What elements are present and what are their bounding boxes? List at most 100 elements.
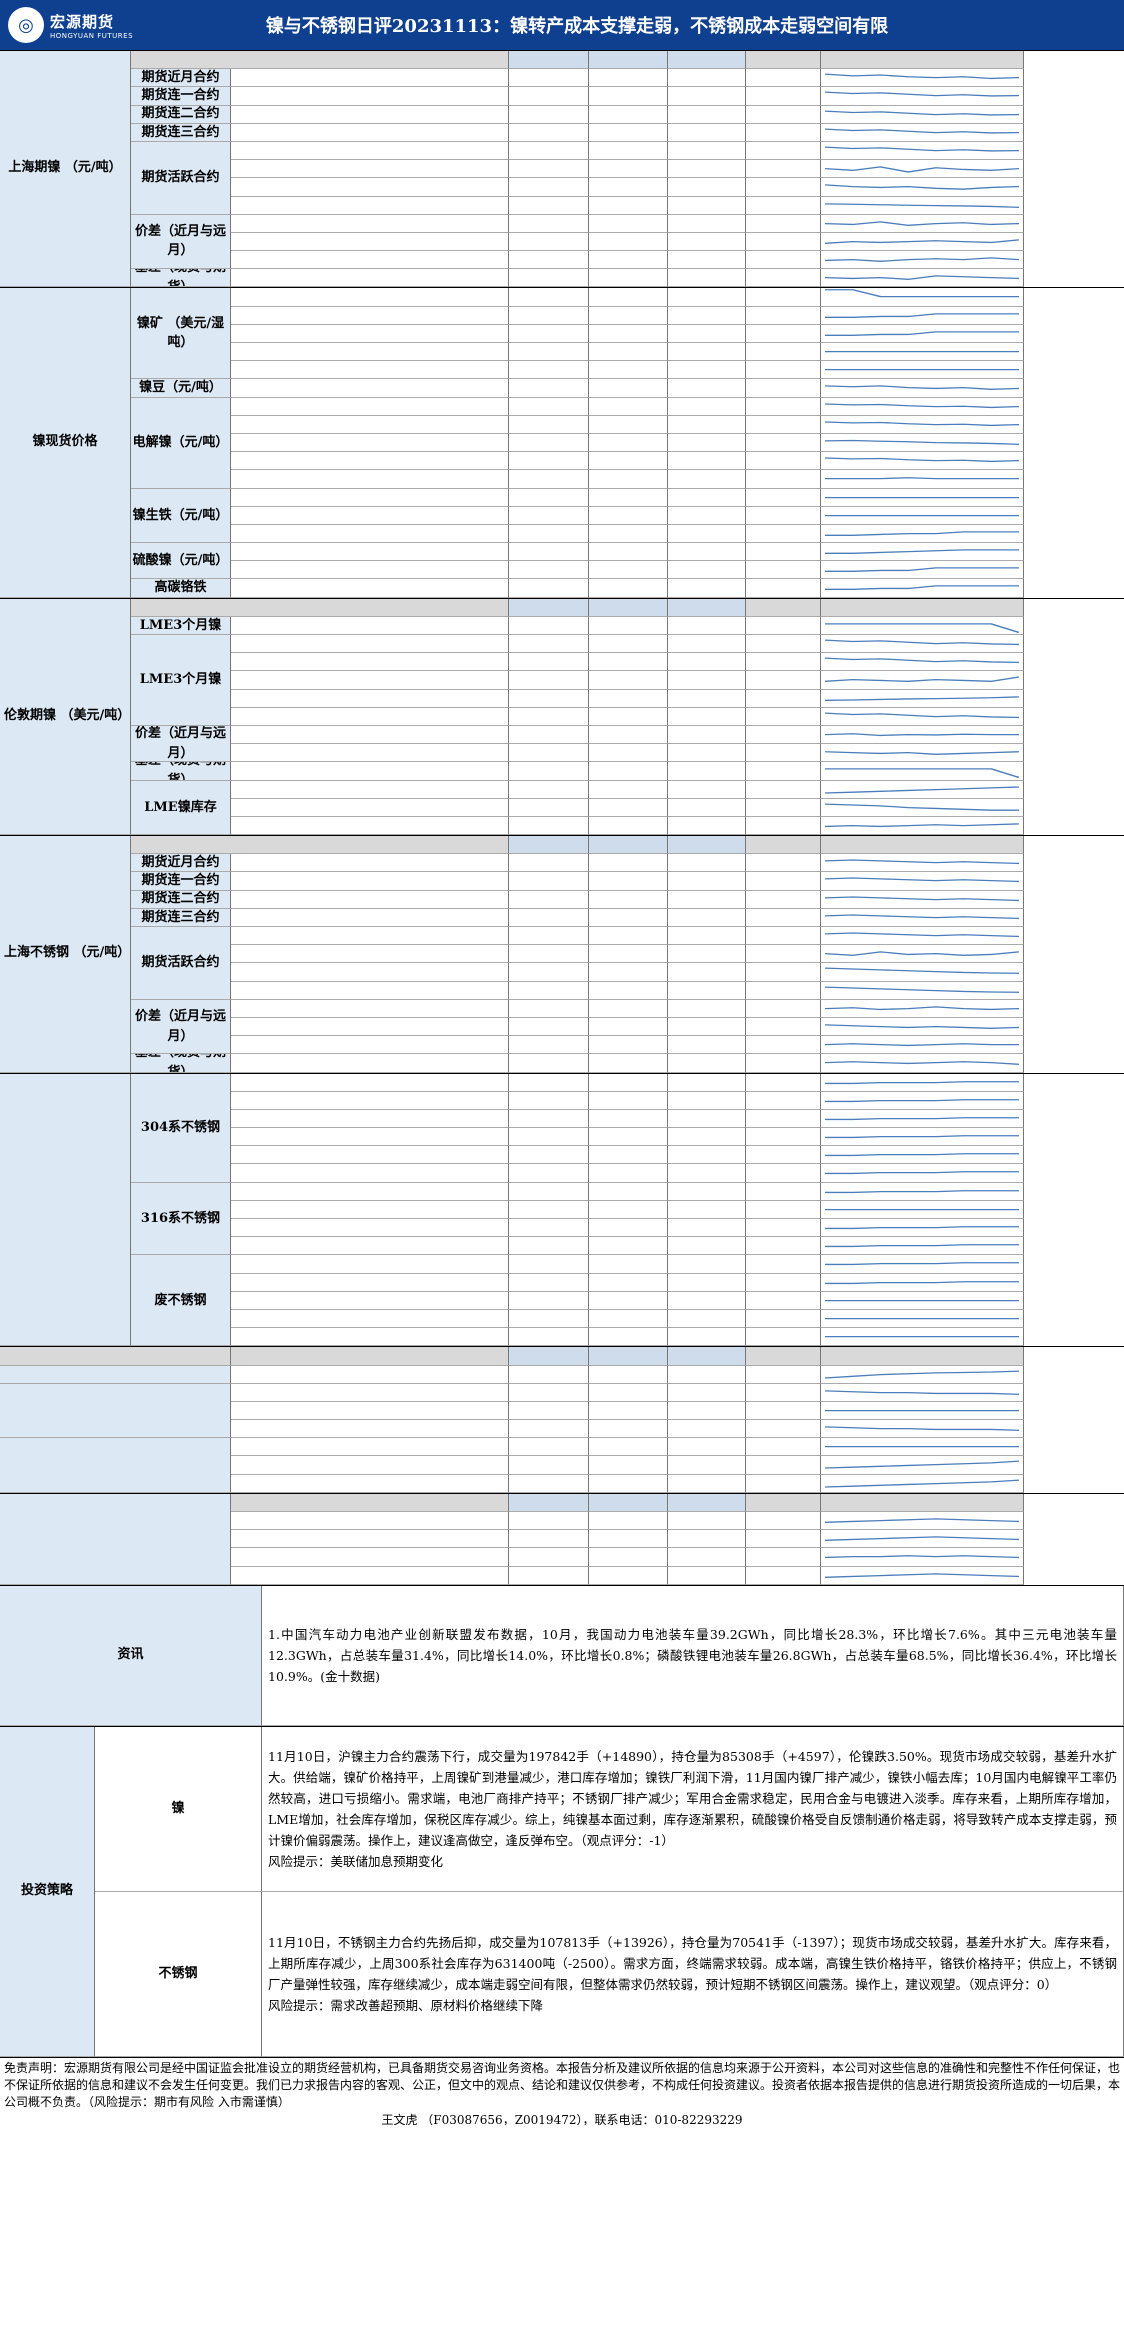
sub-label: 期货连二合约 bbox=[131, 890, 231, 909]
trend-sparkline bbox=[821, 1091, 1024, 1110]
trend-sparkline bbox=[821, 744, 1024, 763]
value-cell bbox=[509, 908, 589, 927]
sparkline-line bbox=[825, 1244, 1019, 1248]
value-cell bbox=[589, 1036, 668, 1055]
row-label bbox=[231, 945, 509, 964]
value-cell bbox=[589, 1383, 668, 1402]
value-cell bbox=[509, 141, 589, 161]
value-cell bbox=[589, 1530, 668, 1549]
sparkline-line bbox=[825, 1153, 1019, 1157]
value-cell bbox=[589, 415, 668, 434]
sub-label: LME3个月镍 bbox=[131, 616, 231, 635]
header-trend bbox=[821, 598, 1024, 617]
sub-label: 期货连一合约 bbox=[131, 872, 231, 891]
value-cell bbox=[589, 214, 668, 233]
value-cell bbox=[589, 433, 668, 453]
value-cell bbox=[589, 452, 668, 471]
value-cell bbox=[668, 1456, 746, 1475]
row-label bbox=[231, 1530, 509, 1549]
trend-sparkline bbox=[821, 725, 1024, 745]
trend-sparkline bbox=[821, 890, 1024, 909]
value-cell bbox=[509, 1219, 589, 1238]
category-ss_spot bbox=[0, 1073, 131, 1347]
sub-label: 316系不锈钢 bbox=[131, 1182, 231, 1256]
value-cell bbox=[589, 1182, 668, 1201]
category-shfe_ni: 上海期镍 （元/吨） bbox=[0, 51, 131, 288]
header-trend bbox=[821, 51, 1024, 70]
trend-sparkline bbox=[821, 927, 1024, 946]
change-cell bbox=[746, 744, 821, 763]
sparkline-line bbox=[825, 1426, 1019, 1432]
change-cell bbox=[746, 288, 821, 307]
sparkline bbox=[825, 1426, 1019, 1432]
value-cell bbox=[668, 397, 746, 416]
value-cell bbox=[668, 1512, 746, 1531]
sub-label: 基差（现货与期货） bbox=[131, 269, 231, 288]
row-label bbox=[231, 689, 509, 708]
value-cell bbox=[589, 1219, 668, 1238]
news-category: 资讯 bbox=[0, 1585, 262, 1726]
value-cell bbox=[668, 561, 746, 580]
change-cell bbox=[746, 707, 821, 726]
value-cell bbox=[509, 1328, 589, 1347]
value-cell bbox=[509, 1548, 589, 1567]
sparkline-line bbox=[825, 639, 1019, 646]
value-cell bbox=[668, 1420, 746, 1439]
trend-sparkline bbox=[821, 1109, 1024, 1129]
trend-sparkline bbox=[821, 196, 1024, 215]
sparkline bbox=[825, 73, 1019, 80]
sparkline bbox=[825, 823, 1019, 827]
change-cell bbox=[746, 999, 821, 1018]
sparkline bbox=[825, 1226, 1019, 1230]
value-cell bbox=[509, 854, 589, 873]
value-cell bbox=[509, 506, 589, 525]
value-cell bbox=[668, 1036, 746, 1055]
report-header: ◎ 宏源期货 HONGYUAN FUTURES 镍与不锈钢日评20231113：镍… bbox=[0, 0, 1124, 50]
sparkline bbox=[825, 1135, 1019, 1139]
change-cell bbox=[746, 945, 821, 964]
change-cell bbox=[746, 324, 821, 343]
trend-sparkline bbox=[821, 105, 1024, 124]
value-cell bbox=[509, 361, 589, 380]
header-date-2 bbox=[589, 836, 668, 855]
value-cell bbox=[589, 543, 668, 562]
trend-sparkline bbox=[821, 1182, 1024, 1201]
sparkline bbox=[825, 1189, 1019, 1193]
value-cell bbox=[589, 1548, 668, 1567]
strategy-category: 投资策略 bbox=[0, 1726, 95, 2057]
sparkline bbox=[825, 549, 1019, 555]
value-cell bbox=[509, 1383, 589, 1402]
sub-label: 期货活跃合约 bbox=[131, 141, 231, 215]
sparkline bbox=[825, 1518, 1019, 1523]
row-label bbox=[231, 379, 509, 398]
disclaimer-text: 免责声明：宏源期货有限公司是经中国证监会批准设立的期货经营机构，已具备期货交易咨… bbox=[4, 2060, 1121, 2109]
value-cell bbox=[509, 744, 589, 763]
change-cell bbox=[746, 1273, 821, 1292]
sub-label: 期货连二合约 bbox=[131, 105, 231, 124]
value-cell bbox=[668, 214, 746, 233]
sub-label: 价差（近月与远月） bbox=[131, 214, 231, 270]
sparkline bbox=[825, 1262, 1019, 1266]
value-cell bbox=[668, 890, 746, 909]
value-cell bbox=[589, 999, 668, 1018]
row-label bbox=[231, 69, 509, 88]
sparkline bbox=[825, 496, 1019, 498]
change-cell bbox=[746, 762, 821, 781]
change-cell bbox=[746, 1512, 821, 1531]
header-trend bbox=[821, 836, 1024, 855]
header-date-label bbox=[131, 598, 509, 617]
weekly-header-change bbox=[746, 1347, 821, 1366]
trend-sparkline bbox=[821, 232, 1024, 252]
value-cell bbox=[589, 945, 668, 964]
sparkline-line bbox=[825, 275, 1019, 281]
sparkline bbox=[825, 1317, 1019, 1320]
sparkline bbox=[825, 369, 1019, 371]
sub-label: 期货近月合约 bbox=[131, 69, 231, 88]
value-cell bbox=[509, 1237, 589, 1256]
sparkline bbox=[825, 1299, 1019, 1301]
sparkline bbox=[825, 986, 1019, 993]
sparkline bbox=[825, 1171, 1019, 1175]
sub-label: 废不锈钢 bbox=[131, 1255, 231, 1347]
value-cell bbox=[509, 653, 589, 672]
value-cell bbox=[589, 1438, 668, 1457]
